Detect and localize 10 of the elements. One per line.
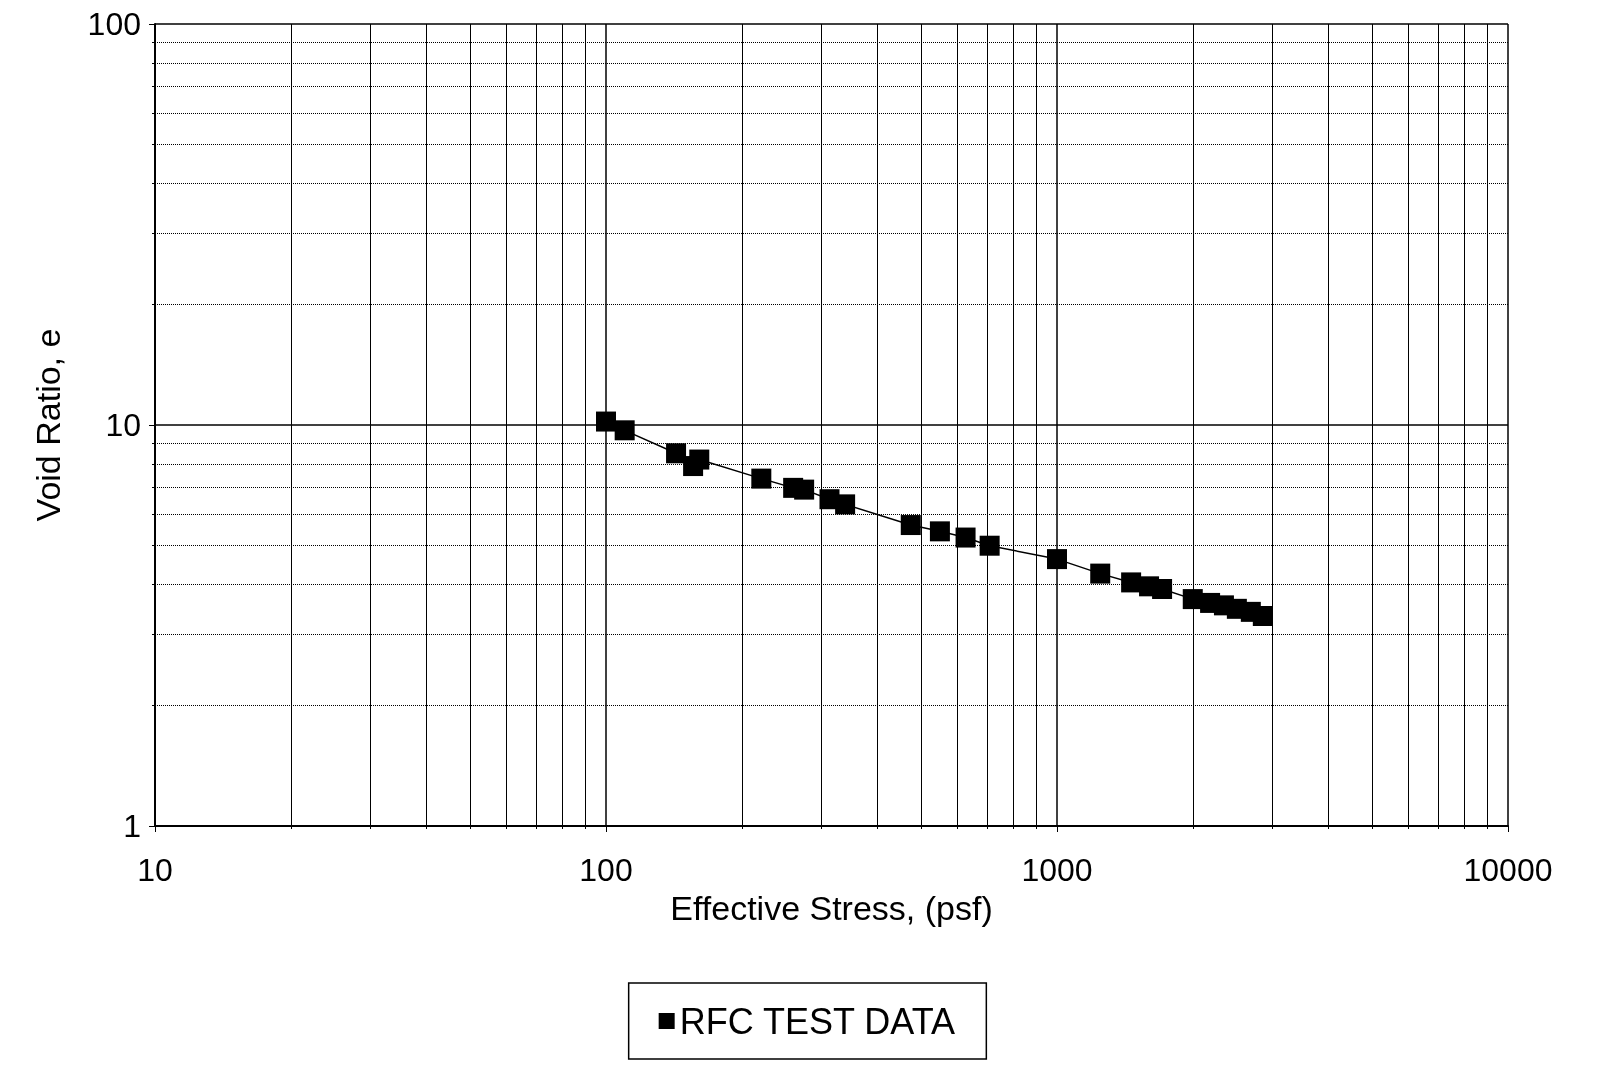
y-axis-title: Void Ratio, e [29, 328, 67, 522]
y-tick-label: 10 [105, 407, 141, 443]
x-axis-title: Effective Stress, (psf) [670, 888, 993, 927]
legend-label: RFC TEST DATA [679, 1000, 956, 1042]
x-tick-label: 1000 [1021, 852, 1093, 888]
y-tick-label: 100 [87, 6, 141, 42]
x-tick-label: 10 [137, 852, 173, 888]
x-tick-label: 10000 [1463, 852, 1553, 888]
x-tick-label: 100 [579, 852, 633, 888]
y-tick-label: 1 [123, 808, 141, 844]
